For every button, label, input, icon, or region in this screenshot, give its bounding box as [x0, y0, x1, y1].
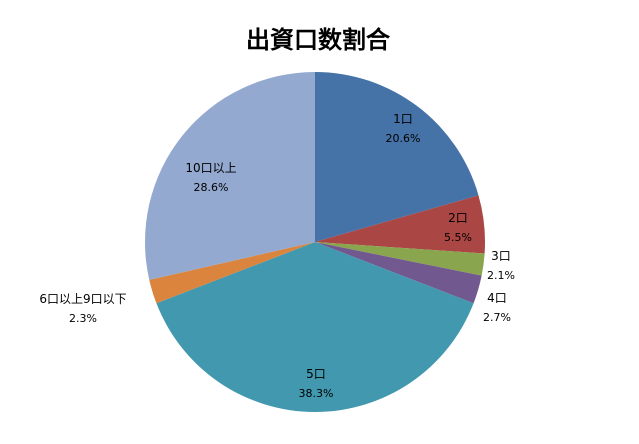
pie-slice-7	[144, 72, 315, 280]
pie-slice-2	[315, 195, 485, 254]
pie-slices	[144, 72, 485, 412]
slice-value-2: 5.5%	[444, 231, 472, 244]
slice-label-6: 6口以上9口以下	[39, 292, 126, 306]
pie-slice-6	[149, 242, 315, 304]
slice-value-6: 2.3%	[69, 312, 97, 325]
pie-slice-5	[156, 242, 474, 412]
slice-label-7: 10口以上	[185, 161, 236, 175]
pie-labels: 1口 20.6% 2口 5.5% 3口 2.1% 4口 2.7% 5口 38.3% 6口以上9口以下…	[39, 112, 515, 400]
chart-title: 出資口数割合	[246, 26, 391, 54]
slice-value-1: 20.6%	[386, 132, 421, 145]
slice-value-3: 2.1%	[487, 269, 515, 282]
slice-value-7: 28.6%	[194, 181, 229, 194]
slice-value-5: 38.3%	[299, 387, 334, 400]
pie-slice-3	[315, 242, 485, 276]
slice-label-2: 2口	[448, 211, 468, 225]
pie-slice-4	[315, 242, 482, 304]
slice-label-1: 1口	[393, 112, 413, 126]
slice-value-4: 2.7%	[483, 311, 511, 324]
slice-label-5: 5口	[306, 367, 326, 381]
pie-slice-1	[315, 72, 479, 242]
slice-label-3: 3口	[491, 249, 511, 263]
slice-label-4: 4口	[487, 291, 507, 305]
